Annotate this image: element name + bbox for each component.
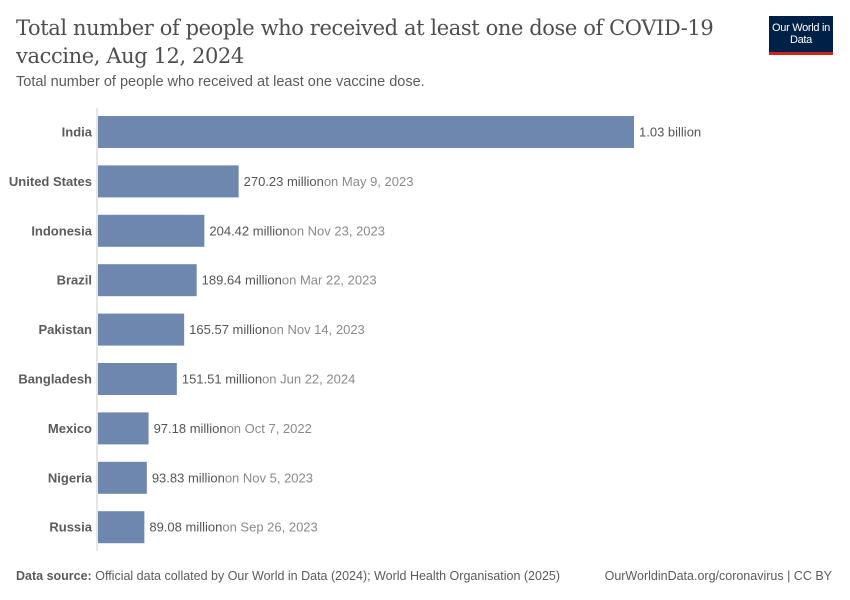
value-text: 1.03 billion xyxy=(639,125,701,140)
category-label: India xyxy=(62,125,93,140)
category-label: Nigeria xyxy=(48,470,93,485)
value-label: 93.83 millionon Nov 5, 2023 xyxy=(152,470,313,485)
data-source-label: Data source: xyxy=(16,569,92,583)
value-text: 270.23 million xyxy=(244,174,324,189)
value-label: 1.03 billion xyxy=(639,125,701,140)
date-note: on Nov 5, 2023 xyxy=(225,470,313,485)
date-note: on Mar 22, 2023 xyxy=(282,273,377,288)
category-label: Brazil xyxy=(57,273,92,288)
value-text: 151.51 million xyxy=(182,372,262,387)
value-label: 151.51 millionon Jun 22, 2024 xyxy=(182,372,355,387)
value-text: 93.83 million xyxy=(152,470,225,485)
data-source: Data source: Official data collated by O… xyxy=(16,569,560,583)
date-note: on Nov 14, 2023 xyxy=(269,322,364,337)
value-text: 204.42 million xyxy=(209,223,289,238)
date-note: on Sep 26, 2023 xyxy=(222,520,317,535)
value-text: 97.18 million xyxy=(154,421,227,436)
value-label: 189.64 millionon Mar 22, 2023 xyxy=(202,273,377,288)
bar xyxy=(98,264,197,297)
value-label: 165.57 millionon Nov 14, 2023 xyxy=(189,322,365,337)
value-label: 97.18 millionon Oct 7, 2022 xyxy=(154,421,312,436)
bar xyxy=(98,165,239,198)
category-label: Mexico xyxy=(48,421,92,436)
bar xyxy=(98,412,149,445)
bar xyxy=(98,461,147,494)
bar xyxy=(98,363,177,395)
category-label: Bangladesh xyxy=(18,372,92,387)
bar xyxy=(98,214,205,247)
category-label: Pakistan xyxy=(39,322,93,337)
owid-logo[interactable]: Our World in Data xyxy=(769,16,833,55)
source-link[interactable]: OurWorldinData.org/coronavirus | CC BY xyxy=(604,569,832,583)
value-text: 89.08 million xyxy=(149,520,222,535)
category-label: Russia xyxy=(49,520,92,535)
value-text: 189.64 million xyxy=(202,273,282,288)
date-note: on May 9, 2023 xyxy=(324,174,414,189)
chart-subtitle: Total number of people who received at l… xyxy=(16,74,425,90)
bar xyxy=(98,116,634,148)
date-note: on Jun 22, 2024 xyxy=(262,372,355,387)
data-source-text: Official data collated by Our World in D… xyxy=(95,569,561,583)
bar xyxy=(98,313,185,346)
category-label: Indonesia xyxy=(31,223,92,238)
chart-title: Total number of people who received at l… xyxy=(16,16,714,68)
value-text: 165.57 million xyxy=(189,322,269,337)
category-label: United States xyxy=(9,174,92,189)
value-label: 204.42 millionon Nov 23, 2023 xyxy=(209,223,385,238)
value-label: 270.23 millionon May 9, 2023 xyxy=(244,174,414,189)
date-note: on Nov 23, 2023 xyxy=(290,223,385,238)
bar xyxy=(98,511,145,544)
date-note: on Oct 7, 2022 xyxy=(227,421,312,436)
value-label: 89.08 millionon Sep 26, 2023 xyxy=(149,520,317,535)
